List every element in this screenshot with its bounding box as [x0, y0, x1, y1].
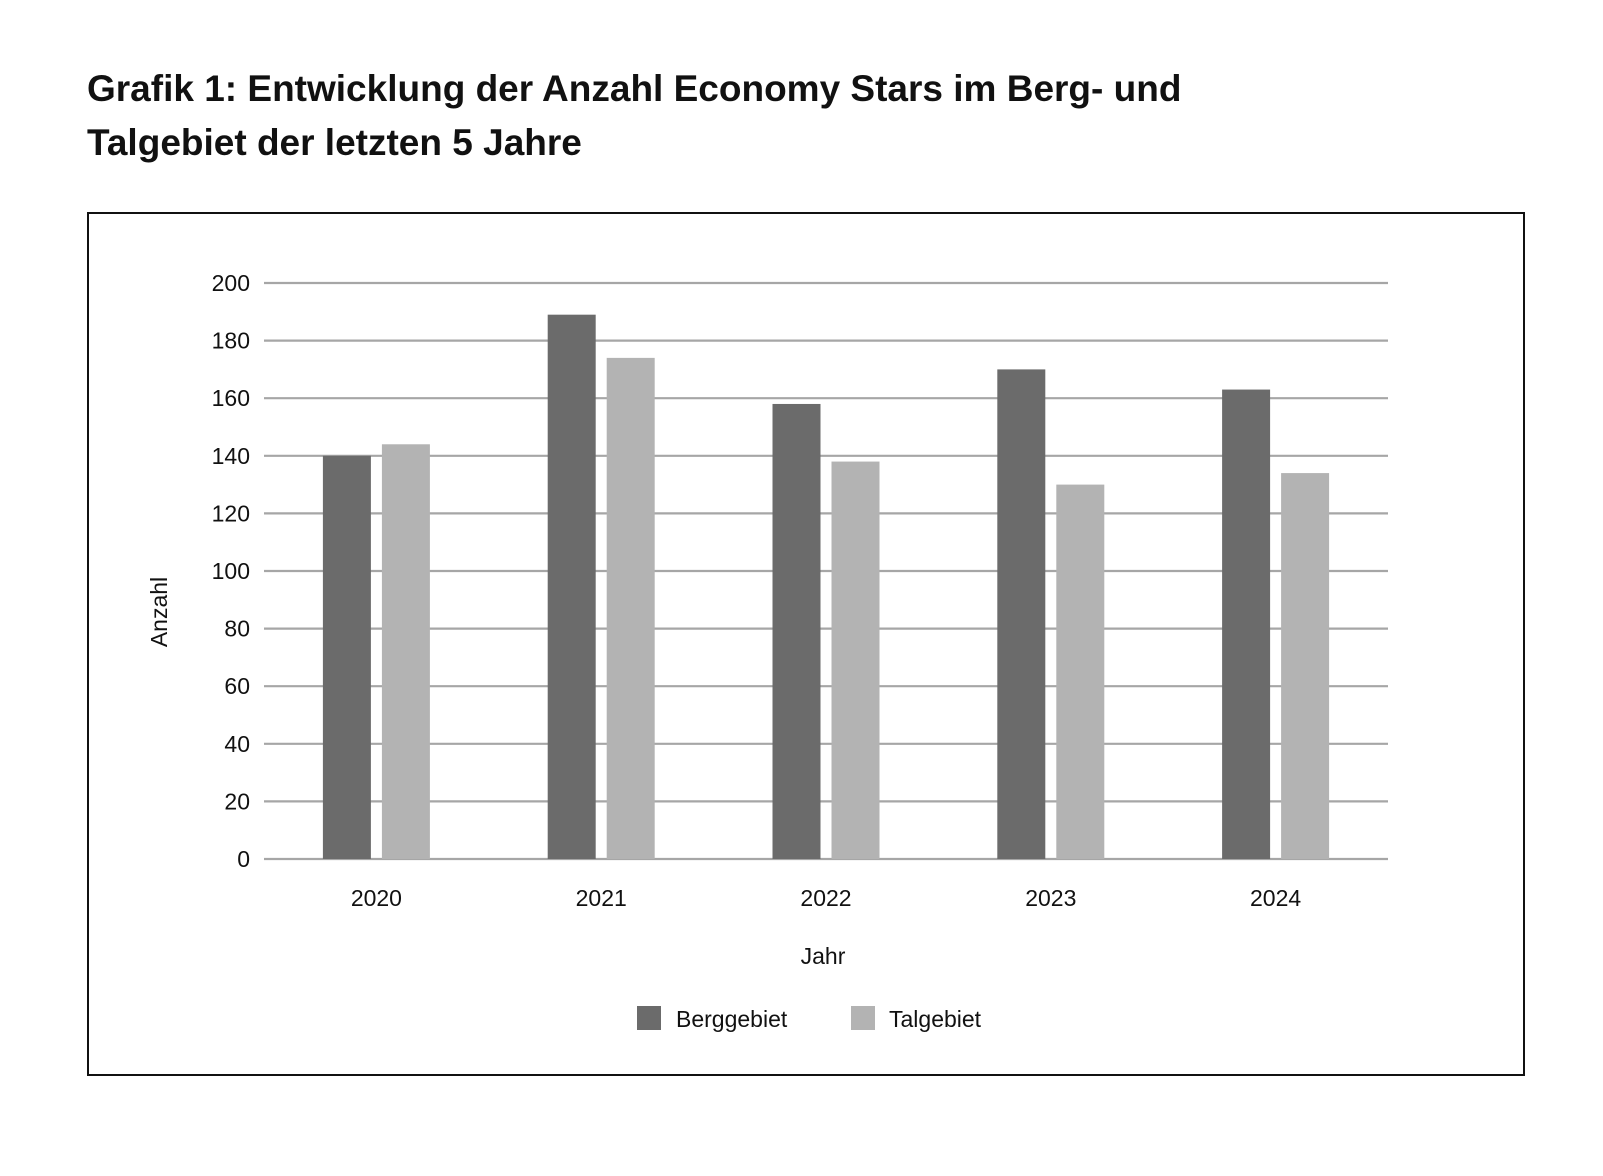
chart-title: Grafik 1: Entwicklung der Anzahl Economy…: [87, 62, 1487, 170]
legend: Berggebiet Talgebiet: [637, 1006, 982, 1032]
y-tick-label: 40: [224, 731, 250, 757]
y-axis-title: Anzahl: [146, 577, 172, 647]
bar-berggebiet-2021: [547, 314, 596, 859]
legend-label-talgebiet: Talgebiet: [889, 1006, 982, 1032]
y-tick-label: 140: [212, 443, 250, 469]
bar-talgebiet-2022: [831, 461, 880, 859]
x-axis-title: Jahr: [801, 943, 846, 969]
y-tick-label: 100: [212, 558, 250, 584]
y-tick-label: 60: [224, 673, 250, 699]
x-tick-labels: 2020 2021 2022 2023 2024: [351, 885, 1302, 911]
y-tick-label: 160: [212, 385, 250, 411]
bar-berggebiet-2022: [772, 403, 821, 859]
bars: [322, 314, 1330, 859]
y-tick-labels: 0 20 40 60 80 100 120 140 160 180 200: [212, 270, 250, 872]
legend-label-berggebiet: Berggebiet: [676, 1006, 788, 1032]
bar-talgebiet-2024: [1281, 473, 1330, 859]
x-tick-label: 2023: [1025, 885, 1076, 911]
bar-talgebiet-2023: [1056, 484, 1105, 859]
y-tick-label: 0: [237, 846, 250, 872]
legend-swatch-talgebiet: [851, 1006, 875, 1030]
bar-berggebiet-2023: [997, 369, 1046, 859]
bar-talgebiet-2021: [606, 357, 655, 859]
y-tick-label: 80: [224, 616, 250, 642]
y-tick-label: 20: [224, 788, 250, 814]
legend-swatch-berggebiet: [637, 1006, 661, 1030]
y-tick-label: 200: [212, 270, 250, 296]
y-tick-label: 120: [212, 500, 250, 526]
x-tick-label: 2020: [351, 885, 402, 911]
x-tick-label: 2022: [800, 885, 851, 911]
grid-lines: [264, 281, 1388, 861]
bar-berggebiet-2024: [1222, 389, 1271, 859]
y-tick-label: 180: [212, 328, 250, 354]
bar-berggebiet-2020: [322, 455, 371, 859]
title-line-2: Talgebiet der letzten 5 Jahre: [87, 122, 582, 163]
x-tick-label: 2024: [1250, 885, 1301, 911]
title-line-1: Grafik 1: Entwicklung der Anzahl Economy…: [87, 68, 1182, 109]
x-tick-label: 2021: [576, 885, 627, 911]
bar-talgebiet-2020: [381, 444, 430, 859]
